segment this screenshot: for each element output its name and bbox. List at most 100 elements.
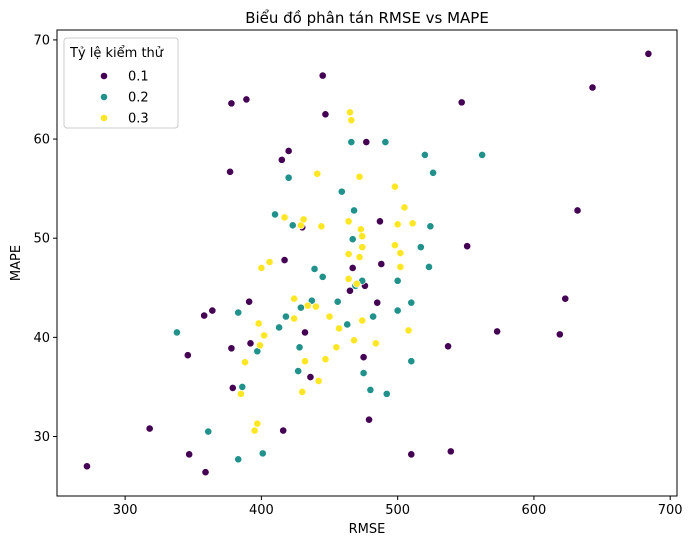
data-point-0.1 bbox=[446, 447, 455, 456]
data-point-0.3 bbox=[314, 377, 323, 385]
legend-label: 0.1 bbox=[128, 70, 149, 85]
data-point-0.3 bbox=[301, 357, 309, 366]
data-point-0.1 bbox=[588, 83, 597, 92]
data-point-0.3 bbox=[344, 250, 353, 258]
data-point-0.2 bbox=[318, 272, 327, 281]
data-point-0.1 bbox=[321, 110, 330, 119]
data-point-0.3 bbox=[358, 232, 367, 241]
data-point-0.3 bbox=[317, 222, 326, 231]
data-point-0.1 bbox=[301, 328, 309, 337]
data-point-0.2 bbox=[271, 210, 279, 219]
x-tick-label: 600 bbox=[522, 503, 547, 518]
data-point-0.2 bbox=[337, 187, 346, 196]
legend-marker bbox=[100, 114, 108, 122]
data-point-0.1 bbox=[227, 344, 236, 353]
data-point-0.2 bbox=[421, 151, 429, 159]
data-point-0.3 bbox=[344, 274, 353, 283]
data-point-0.2 bbox=[295, 343, 304, 352]
legend-marker bbox=[100, 72, 108, 80]
data-point-0.1 bbox=[227, 99, 236, 108]
data-point-0.2 bbox=[350, 206, 358, 215]
data-point-0.3 bbox=[260, 331, 269, 340]
data-point-0.2 bbox=[234, 308, 243, 317]
data-point-0.2 bbox=[173, 328, 181, 337]
data-point-0.3 bbox=[257, 264, 266, 272]
data-point-0.3 bbox=[352, 279, 361, 288]
data-point-0.2 bbox=[294, 367, 303, 375]
legend-label: 0.2 bbox=[128, 91, 149, 106]
data-point-0.3 bbox=[312, 302, 320, 311]
data-point-0.1 bbox=[444, 342, 452, 351]
data-point-0.3 bbox=[396, 263, 405, 271]
data-point-0.3 bbox=[280, 213, 289, 222]
data-point-0.1 bbox=[306, 373, 315, 381]
data-points bbox=[83, 49, 653, 477]
y-axis: 30 40 50 60 70 bbox=[33, 33, 57, 445]
data-point-0.2 bbox=[429, 168, 437, 177]
x-tick-label: 300 bbox=[113, 503, 138, 518]
data-point-0.3 bbox=[313, 169, 322, 178]
data-point-0.2 bbox=[425, 263, 433, 271]
data-point-0.3 bbox=[408, 219, 417, 228]
data-point-0.3 bbox=[358, 316, 367, 325]
data-point-0.1 bbox=[208, 306, 217, 315]
legend-title: Tỷ lệ kiểm thử bbox=[69, 46, 164, 61]
data-point-0.3 bbox=[346, 108, 354, 117]
data-point-0.3 bbox=[250, 426, 259, 435]
data-point-0.1 bbox=[407, 450, 416, 459]
data-point-0.3 bbox=[298, 387, 307, 396]
data-point-0.1 bbox=[463, 242, 472, 251]
data-point-0.2 bbox=[366, 386, 375, 394]
data-point-0.3 bbox=[396, 249, 405, 257]
data-point-0.1 bbox=[277, 155, 286, 164]
data-point-0.1 bbox=[185, 450, 194, 459]
data-point-0.3 bbox=[371, 339, 380, 348]
y-axis-label: MAPE bbox=[9, 245, 24, 281]
data-point-0.1 bbox=[242, 95, 251, 104]
data-point-0.2 bbox=[347, 138, 356, 146]
data-point-0.1 bbox=[362, 138, 371, 146]
data-point-0.2 bbox=[359, 369, 368, 377]
data-point-0.2 bbox=[288, 221, 297, 230]
data-point-0.3 bbox=[290, 294, 298, 303]
data-point-0.3 bbox=[404, 326, 413, 335]
data-point-0.1 bbox=[644, 49, 653, 58]
data-point-0.3 bbox=[303, 301, 312, 310]
data-point-0.3 bbox=[237, 389, 245, 398]
data-point-0.1 bbox=[457, 98, 466, 107]
data-point-0.1 bbox=[561, 294, 570, 303]
data-point-0.2 bbox=[382, 389, 391, 398]
x-axis: 300 400 500 600 700 bbox=[113, 496, 683, 518]
x-axis-label: RMSE bbox=[349, 522, 386, 537]
data-point-0.3 bbox=[355, 253, 364, 261]
data-point-0.2 bbox=[407, 298, 416, 307]
data-point-0.2 bbox=[426, 222, 435, 231]
data-point-0.1 bbox=[226, 167, 234, 176]
data-point-0.2 bbox=[381, 138, 390, 146]
data-point-0.3 bbox=[393, 220, 402, 229]
data-point-0.2 bbox=[234, 455, 243, 464]
data-point-0.2 bbox=[478, 151, 487, 159]
data-point-0.1 bbox=[346, 286, 354, 295]
data-point-0.1 bbox=[200, 311, 209, 320]
y-tick-label: 60 bbox=[33, 133, 50, 148]
data-point-0.1 bbox=[246, 339, 255, 348]
data-point-0.2 bbox=[204, 427, 213, 436]
data-point-0.2 bbox=[393, 306, 402, 315]
data-point-0.2 bbox=[369, 312, 378, 321]
data-point-0.3 bbox=[256, 341, 264, 350]
data-point-0.3 bbox=[325, 312, 334, 321]
data-point-0.1 bbox=[573, 206, 582, 215]
data-point-0.3 bbox=[400, 203, 409, 212]
data-point-0.1 bbox=[83, 462, 91, 471]
legend: Tỷ lệ kiểm thử 0.1 0.2 0.3 bbox=[63, 37, 179, 129]
data-point-0.1 bbox=[228, 384, 237, 392]
legend-entries: 0.1 0.2 0.3 bbox=[100, 70, 149, 127]
legend-frame bbox=[63, 37, 179, 129]
data-point-0.1 bbox=[365, 415, 373, 424]
data-point-0.3 bbox=[350, 336, 358, 345]
data-point-0.3 bbox=[358, 243, 367, 252]
data-point-0.3 bbox=[254, 319, 263, 328]
data-point-0.1 bbox=[183, 351, 192, 360]
data-point-0.1 bbox=[493, 327, 502, 336]
